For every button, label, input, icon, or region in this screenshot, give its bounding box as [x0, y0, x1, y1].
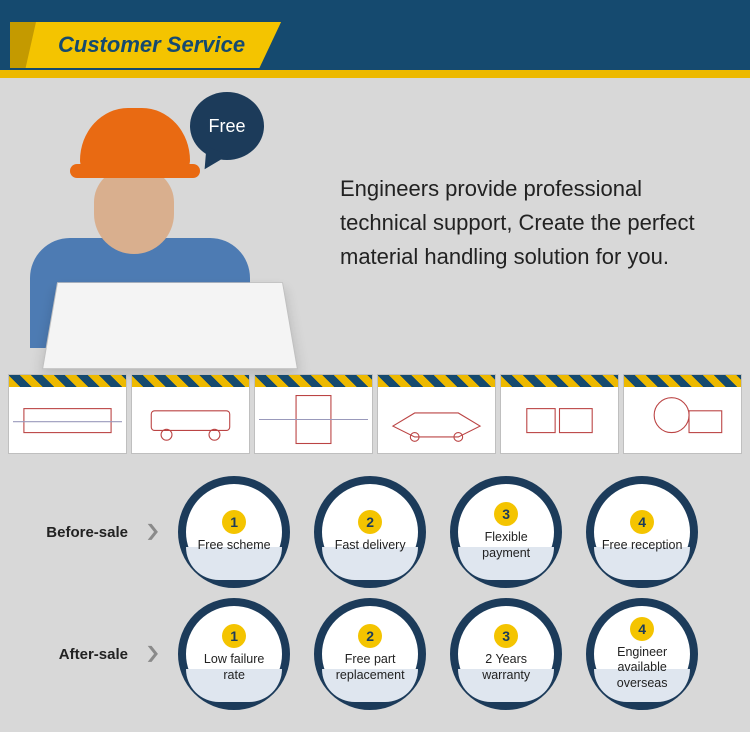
- hardhat-icon: [80, 108, 190, 178]
- coin-text: Flexible payment: [458, 530, 554, 561]
- header-title: Customer Service: [58, 32, 245, 57]
- coin-text: Free reception: [596, 538, 689, 554]
- coin-text: Free scheme: [192, 538, 277, 554]
- header-tab: Customer Service: [10, 22, 281, 68]
- service-coin: 4 Engineer available overseas: [586, 598, 698, 710]
- tagline-text: Engineers provide professional technical…: [340, 172, 720, 274]
- service-rows: Before-sale ⟩ 1 Free scheme 2 Fast delivery 3 F…: [0, 454, 750, 732]
- engineer-face: [94, 168, 174, 254]
- coin-text: Low failure rate: [186, 652, 282, 683]
- row-label: After-sale: [18, 646, 128, 663]
- coin-number-badge: 2: [358, 510, 382, 534]
- coin-number-badge: 4: [630, 617, 654, 641]
- service-coin: 2 Free part replacement: [314, 598, 426, 710]
- service-coin: 1 Low failure rate: [178, 598, 290, 710]
- service-coin: 3 2 Years warranty: [450, 598, 562, 710]
- thumbnail: [254, 374, 373, 454]
- coin-text: Free part replacement: [322, 652, 418, 683]
- service-coin: 2 Fast delivery: [314, 476, 426, 588]
- coin-text: Engineer available overseas: [594, 645, 690, 692]
- header-stripe: Customer Service: [0, 0, 750, 78]
- thumbnail: [500, 374, 619, 454]
- thumbnail: [623, 374, 742, 454]
- coin-text: 2 Years warranty: [458, 652, 554, 683]
- row-label: Before-sale: [18, 524, 128, 541]
- service-coin: 1 Free scheme: [178, 476, 290, 588]
- speech-text: Free: [208, 116, 245, 137]
- service-row: After-sale ⟩ 1 Low failure rate 2 Free part r…: [18, 598, 732, 710]
- coin-group: 1 Free scheme 2 Fast delivery 3 Flexible paym…: [178, 476, 698, 588]
- thumbnail: [131, 374, 250, 454]
- coin-text: Fast delivery: [329, 538, 412, 554]
- coin-number-badge: 3: [494, 502, 518, 526]
- speech-bubble-body: Free: [190, 92, 264, 160]
- speech-bubble: Free: [190, 92, 270, 172]
- service-coin: 4 Free reception: [586, 476, 698, 588]
- coin-number-badge: 2: [358, 624, 382, 648]
- coin-number-badge: 3: [494, 624, 518, 648]
- service-coin: 3 Flexible payment: [450, 476, 562, 588]
- hero-section: Free Engineers provide professional tech…: [0, 78, 750, 368]
- coin-number-badge: 4: [630, 510, 654, 534]
- coin-group: 1 Low failure rate 2 Free part replacement 3…: [178, 598, 698, 710]
- chevron-right-icon: ⟩: [144, 644, 162, 665]
- thumbnail-strip: [0, 374, 750, 454]
- service-row: Before-sale ⟩ 1 Free scheme 2 Fast delivery 3 F…: [18, 476, 732, 588]
- thumbnail: [8, 374, 127, 454]
- blueprint-paper: [42, 282, 298, 369]
- coin-number-badge: 1: [222, 510, 246, 534]
- coin-number-badge: 1: [222, 624, 246, 648]
- thumbnail: [377, 374, 496, 454]
- chevron-right-icon: ⟩: [144, 522, 162, 543]
